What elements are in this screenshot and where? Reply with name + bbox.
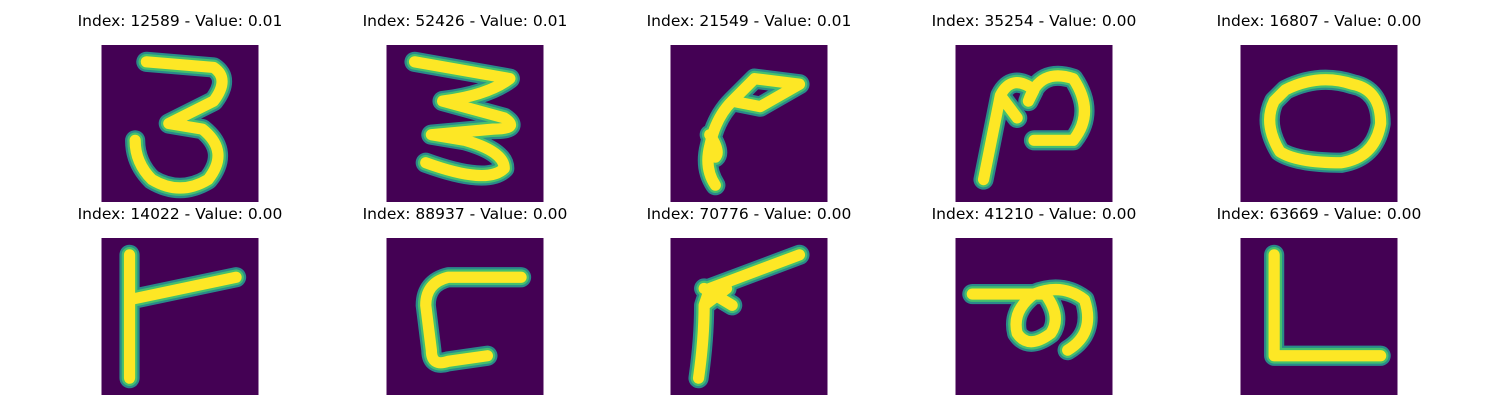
image-background [386,238,544,395]
stroke-core [408,56,517,182]
panel-5: Index: 16807 - Value: 0.00 [1199,10,1439,202]
digit-image [1240,238,1398,395]
panel-1: Index: 12589 - Value: 0.01 [60,10,300,202]
digit-image [101,238,259,395]
digit-image [670,238,828,395]
l-glyph [1240,238,1398,395]
panel-2: Index: 52426 - Value: 0.01 [345,10,585,202]
panel-9: Index: 41210 - Value: 0.00 [914,203,1154,395]
stroke-core [692,249,806,384]
c-box-glyph [386,238,544,395]
digit-three-wide-glyph [386,45,544,202]
panel-title: Index: 70776 - Value: 0.00 [646,205,852,223]
digit-image [386,45,544,202]
panel-title: Index: 88937 - Value: 0.00 [362,205,568,223]
digit-image [386,238,544,395]
digit-image [955,45,1113,202]
stroke-core [1268,249,1387,362]
o-glyph [1240,45,1398,202]
stroke-core [1264,74,1387,169]
panel-6: Index: 14022 - Value: 0.00 [60,203,300,395]
panel-10: Index: 63669 - Value: 0.00 [1199,203,1439,395]
hook-glyph [670,45,828,202]
stroke-core [702,73,806,191]
stroke-core [420,271,527,369]
panel-title: Index: 12589 - Value: 0.01 [77,12,283,30]
stroke-core [129,56,228,194]
panel-8: Index: 70776 - Value: 0.00 [629,203,869,395]
r-glyph [101,238,259,395]
panel-title: Index: 16807 - Value: 0.00 [1216,12,1422,30]
panel-title: Index: 52426 - Value: 0.01 [362,12,568,30]
digit-image [1240,45,1398,202]
n-loop-glyph [955,45,1113,202]
p-loop-glyph [955,238,1113,395]
v-angle-glyph [670,238,828,395]
image-background [670,45,828,202]
panel-title: Index: 41210 - Value: 0.00 [931,205,1137,223]
panel-3: Index: 21549 - Value: 0.01 [629,10,869,202]
stroke-core [123,249,242,384]
panel-4: Index: 35254 - Value: 0.00 [914,10,1154,202]
digit-image [101,45,259,202]
stroke-core [977,70,1090,186]
digit-three-glyph [101,45,259,202]
digit-image [955,238,1113,395]
panel-7: Index: 88937 - Value: 0.00 [345,203,585,395]
panel-title: Index: 35254 - Value: 0.00 [931,12,1137,30]
panel-title: Index: 21549 - Value: 0.01 [646,12,852,30]
stroke-core [966,284,1094,356]
digit-image [670,45,828,202]
panel-title: Index: 63669 - Value: 0.00 [1216,205,1422,223]
panel-title: Index: 14022 - Value: 0.00 [77,205,283,223]
